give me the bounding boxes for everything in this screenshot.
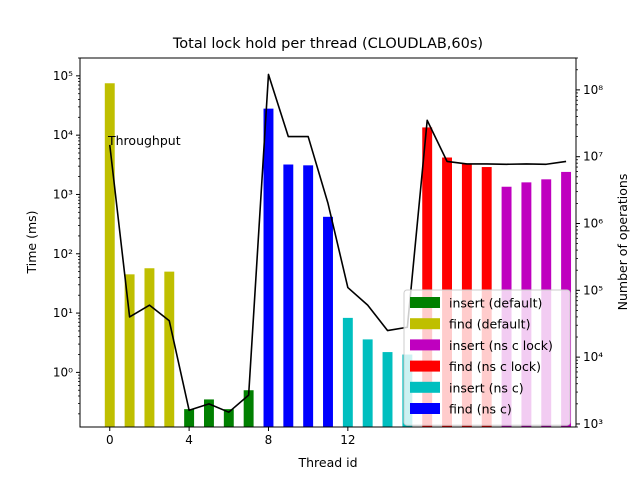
axes-layer: 0 4 8 12 10⁰ 10¹ 10² 10³ 10⁴ 10⁵ 10³ 10⁴ 10⁵ 10⁶ 10⁷ 10… xyxy=(53,57,603,447)
bar-series-0-thread-5 xyxy=(204,399,214,427)
legend-swatch-1 xyxy=(410,318,440,330)
bar-series-4-thread-13 xyxy=(362,339,373,427)
y-tick-label-1: 10¹ xyxy=(53,306,73,320)
bar-series-5-thread-11 xyxy=(323,216,333,427)
x-axis-label: Thread id xyxy=(297,455,357,470)
y-tick-label-5: 10⁵ xyxy=(53,69,73,83)
legend-box xyxy=(403,289,571,426)
bar-series-0-thread-6 xyxy=(223,409,234,427)
throughput-line-layer xyxy=(108,73,567,413)
y2-tick-label-3: 10⁶ xyxy=(583,217,603,231)
y-tick-label-0: 10⁰ xyxy=(53,365,73,379)
legend-swatch-4 xyxy=(410,381,440,393)
x-tick-label-0: 0 xyxy=(106,433,114,447)
legend-label-2: insert (ns c lock) xyxy=(449,338,553,353)
bar-series-4-thread-12 xyxy=(342,317,353,427)
legend-label-0: insert (default) xyxy=(449,296,542,311)
y2-axis-label: Number of operations xyxy=(615,174,630,311)
legend-label-3: find (ns c lock) xyxy=(449,359,541,374)
legend-swatch-5 xyxy=(410,403,440,414)
y2-tick-label-0: 10³ xyxy=(583,417,603,431)
legend-label-1: find (default) xyxy=(449,317,530,332)
x-tick-label-8: 8 xyxy=(265,433,273,447)
x-tick-label-12: 12 xyxy=(340,433,355,447)
bar-series-4-thread-14 xyxy=(382,352,393,427)
legend-swatch-3 xyxy=(410,360,440,372)
bar-series-1-thread-3 xyxy=(164,271,175,427)
y2-tick-label-4: 10⁷ xyxy=(583,150,603,164)
bar-series-5-thread-8 xyxy=(263,108,274,427)
legend-label-5: find (ns c) xyxy=(449,402,512,417)
y2-tick-label-2: 10⁵ xyxy=(583,283,603,297)
plot-frame xyxy=(79,57,577,428)
legend: insert (default) find (default) insert (ns… xyxy=(403,289,571,426)
bar-series-1-thread-1 xyxy=(124,274,135,427)
y-tick-label-4: 10⁴ xyxy=(53,128,73,142)
y-axis-label: Time (ms) xyxy=(24,210,39,274)
legend-swatch-0 xyxy=(410,297,440,308)
bar-series-5-thread-10 xyxy=(303,165,314,427)
legend-swatch-2 xyxy=(410,339,440,351)
bar-series-0-thread-7 xyxy=(243,390,254,427)
bar-series-1-thread-0 xyxy=(104,83,115,427)
legend-label-4: insert (ns c) xyxy=(449,380,524,395)
throughput-line xyxy=(108,73,567,413)
y-tick-label-3: 10³ xyxy=(53,187,73,201)
y-tick-label-2: 10² xyxy=(53,247,73,261)
chart-title: Total lock hold per thread (CLOUDLAB,60s… xyxy=(172,36,483,52)
y2-tick-label-1: 10⁴ xyxy=(583,350,603,364)
bar-series-3-thread-16 xyxy=(422,127,433,428)
bar-series-5-thread-9 xyxy=(283,164,294,427)
x-tick-label-4: 4 xyxy=(185,433,193,447)
y2-tick-label-5: 10⁸ xyxy=(583,83,603,97)
bar-series-1-thread-2 xyxy=(144,268,155,427)
throughput-annotation: Throughput xyxy=(107,133,181,148)
bar-series-0-thread-4 xyxy=(184,409,195,427)
